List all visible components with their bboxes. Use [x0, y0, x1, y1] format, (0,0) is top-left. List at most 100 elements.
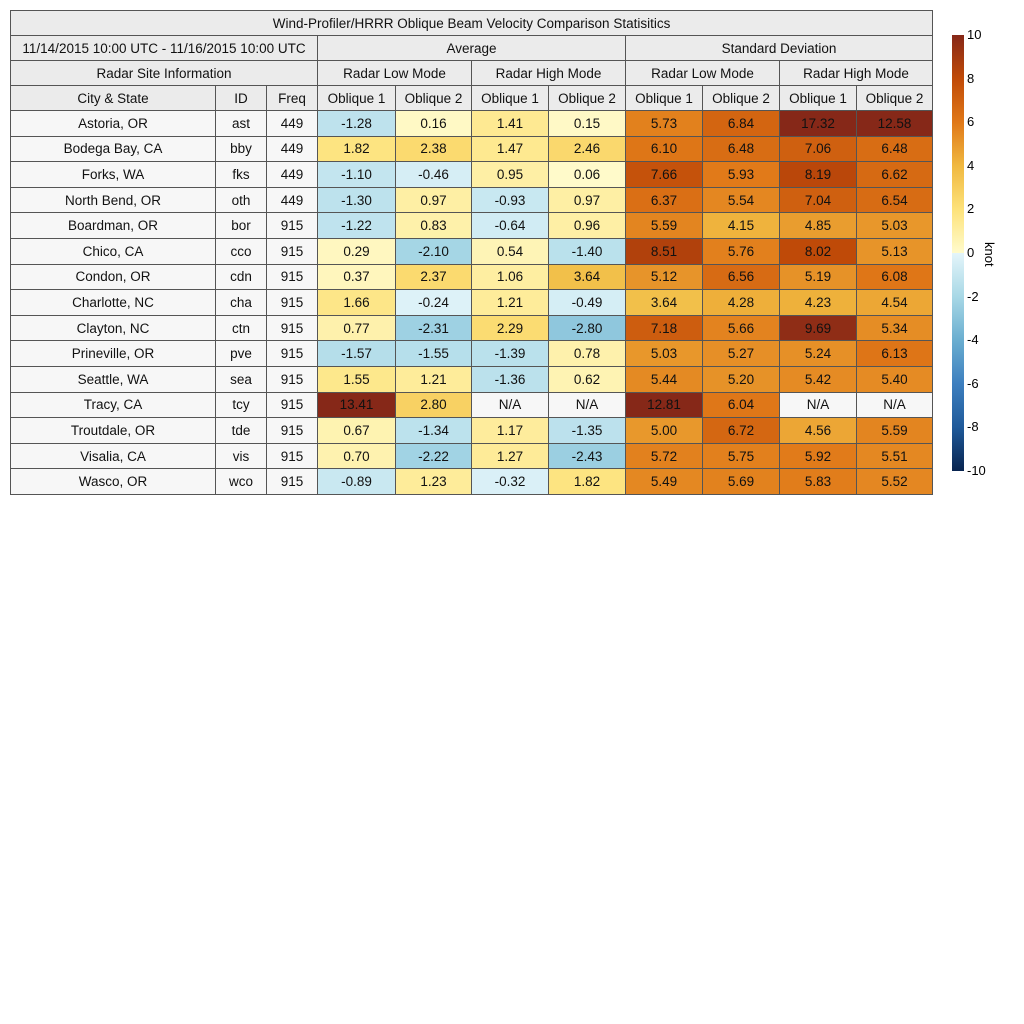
comparison-table: Wind-Profiler/HRRR Oblique Beam Velocity… — [9, 10, 934, 495]
colorbar-tick: -10 — [967, 463, 986, 478]
value-cell: 5.40 — [855, 365, 934, 393]
city-cell: Bodega Bay, CA — [10, 135, 216, 163]
freq-cell: 915 — [266, 237, 318, 265]
value-cell: 5.59 — [625, 212, 703, 239]
value-cell: -0.24 — [395, 289, 472, 316]
value-cell: 3.64 — [548, 263, 626, 291]
value-cell: 6.13 — [855, 340, 934, 367]
value-cell: 4.54 — [855, 289, 934, 316]
colorbar-tick: -8 — [967, 419, 979, 435]
value-cell: N/A — [548, 391, 626, 419]
value-cell: 6.62 — [855, 161, 934, 188]
table-row: Wasco, OR wco 915 -0.89 1.23 -0.32 1.82 5.49 5.6… — [10, 468, 934, 495]
value-cell: 2.80 — [395, 391, 472, 419]
table-row: Seattle, WA sea 915 1.55 1.21 -1.36 0.62 5.44 5.… — [10, 365, 934, 393]
city-cell: Seattle, WA — [10, 365, 216, 393]
value-cell: -2.10 — [395, 237, 472, 265]
column-header: Freq — [266, 85, 318, 111]
id-cell: cdn — [215, 263, 267, 291]
id-cell: ctn — [215, 314, 267, 342]
std-high-mode: Radar High Mode — [778, 60, 934, 86]
value-cell: -1.36 — [471, 365, 549, 393]
value-cell: 6.84 — [702, 110, 780, 137]
id-cell: wco — [215, 468, 267, 495]
value-cell: 6.08 — [855, 263, 934, 291]
value-cell: 5.24 — [779, 340, 857, 367]
table-row: Forks, WA fks 449 -1.10 -0.46 0.95 0.06 7.66 5.9… — [10, 161, 934, 188]
column-header: Oblique 2 — [855, 85, 934, 111]
id-cell: bor — [215, 212, 267, 239]
value-cell: 4.28 — [702, 289, 780, 316]
value-cell: -0.89 — [317, 468, 396, 495]
colorbar-tick: 0 — [967, 245, 975, 260]
value-cell: 0.70 — [317, 442, 396, 470]
table-row: North Bend, OR oth 449 -1.30 0.97 -0.93 0.97 6.… — [10, 186, 934, 214]
column-header: City & State — [10, 85, 216, 111]
value-cell: -1.30 — [317, 186, 396, 214]
value-cell: 9.69 — [779, 314, 857, 342]
value-cell: -0.49 — [548, 289, 626, 316]
value-cell: 5.73 — [625, 110, 703, 137]
table-title: Wind-Profiler/HRRR Oblique Beam Velocity… — [9, 10, 934, 36]
id-cell: ast — [215, 110, 267, 137]
value-cell: -2.31 — [395, 314, 472, 342]
colorbar-tick: -2 — [967, 288, 979, 304]
value-cell: 5.93 — [702, 161, 780, 188]
id-cell: vis — [215, 442, 267, 470]
value-cell: -2.22 — [395, 442, 472, 470]
value-cell: 5.19 — [779, 263, 857, 291]
colorbar-tick: -6 — [967, 375, 979, 391]
freq-cell: 915 — [266, 314, 318, 342]
value-cell: 1.17 — [471, 417, 549, 444]
value-cell: -1.39 — [471, 340, 549, 367]
city-cell: Charlotte, NC — [10, 289, 216, 316]
id-cell: cha — [215, 289, 267, 316]
avg-low-mode: Radar Low Mode — [317, 60, 472, 86]
value-cell: 1.27 — [471, 442, 549, 470]
value-cell: 13.41 — [317, 391, 396, 419]
value-cell: -0.64 — [471, 212, 549, 239]
value-cell: 4.15 — [702, 212, 780, 239]
value-cell: 1.82 — [548, 468, 626, 495]
table-row: Tracy, CA tcy 915 13.41 2.80 N/A N/A 12.81 6.04 N… — [10, 391, 934, 419]
value-cell: 1.21 — [471, 289, 549, 316]
value-cell: 17.32 — [779, 110, 857, 137]
group-site-info: Radar Site Information — [10, 60, 318, 86]
table-row: Condon, OR cdn 915 0.37 2.37 1.06 3.64 5.12 6.56… — [10, 263, 934, 291]
value-cell: 0.15 — [548, 110, 626, 137]
value-cell: 5.54 — [702, 186, 780, 214]
value-cell: 5.66 — [702, 314, 780, 342]
value-cell: 7.66 — [625, 161, 703, 188]
city-cell: Visalia, CA — [10, 442, 216, 470]
id-cell: pve — [215, 340, 267, 367]
value-cell: 6.10 — [625, 135, 703, 163]
value-cell: -1.57 — [317, 340, 396, 367]
value-cell: 0.62 — [548, 365, 626, 393]
value-cell: 1.23 — [395, 468, 472, 495]
value-cell: 1.55 — [317, 365, 396, 393]
column-header: Oblique 1 — [779, 85, 857, 111]
value-cell: 8.51 — [625, 237, 703, 265]
value-cell: 4.23 — [779, 289, 857, 316]
value-cell: -1.40 — [548, 237, 626, 265]
freq-cell: 449 — [266, 110, 318, 137]
value-cell: 4.85 — [779, 212, 857, 239]
freq-cell: 915 — [266, 468, 318, 495]
freq-cell: 449 — [266, 161, 318, 188]
value-cell: 5.34 — [855, 314, 934, 342]
value-cell: 0.29 — [317, 237, 396, 265]
value-cell: 5.92 — [779, 442, 857, 470]
table-row: Charlotte, NC cha 915 1.66 -0.24 1.21 -0.49 3.6… — [10, 289, 934, 316]
value-cell: 6.54 — [855, 186, 934, 214]
column-header: Oblique 2 — [548, 85, 626, 111]
colorbar-tick: 2 — [967, 201, 975, 217]
value-cell: 5.51 — [855, 442, 934, 470]
id-cell: cco — [215, 237, 267, 265]
value-cell: 2.38 — [395, 135, 472, 163]
column-header: Oblique 2 — [395, 85, 472, 111]
column-header: ID — [215, 85, 267, 111]
table-row: Boardman, OR bor 915 -1.22 0.83 -0.64 0.96 5.59… — [10, 212, 934, 239]
value-cell: 0.06 — [548, 161, 626, 188]
date-range: 11/14/2015 10:00 UTC - 11/16/2015 10:00 … — [10, 35, 318, 61]
value-cell: 3.64 — [625, 289, 703, 316]
